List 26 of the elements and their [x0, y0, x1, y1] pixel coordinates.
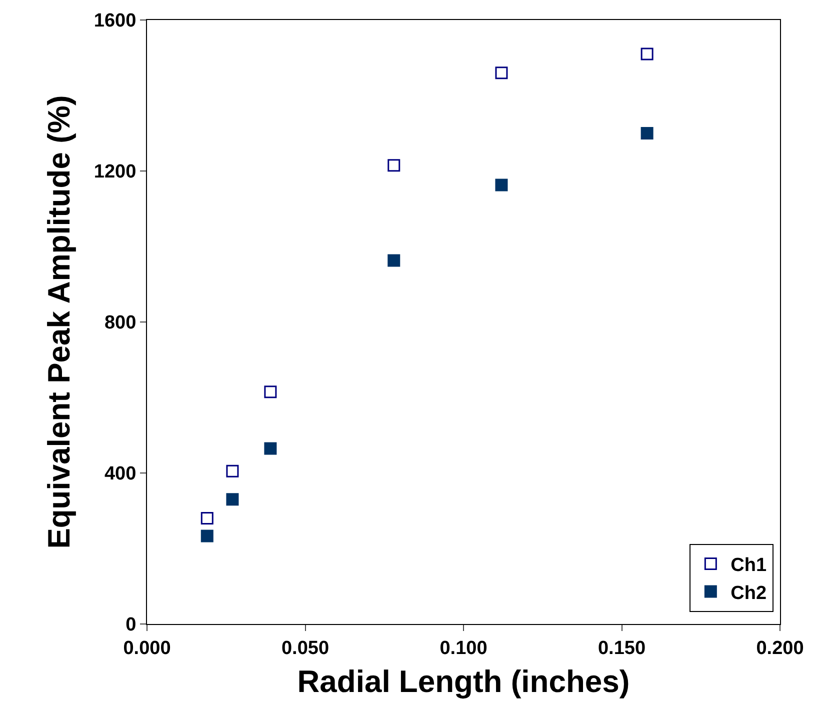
point [264, 442, 277, 455]
x-tick-label: 0.100 [440, 638, 488, 659]
y-tick-label: 1200 [94, 162, 136, 183]
point [388, 254, 400, 267]
point [200, 512, 214, 525]
y-tick-label: 400 [104, 464, 136, 485]
x-axis-title: Radial Length (inches) [297, 664, 630, 699]
point [495, 66, 508, 80]
x-tick-label: 0.200 [756, 638, 804, 659]
x-tick-label: 0.050 [281, 638, 330, 659]
legend-label: Ch2 [730, 582, 767, 604]
point [640, 127, 654, 140]
legend-label: Ch1 [730, 555, 767, 576]
point [226, 464, 239, 478]
point [495, 178, 508, 192]
point [200, 530, 214, 542]
x-tick-label: 0.000 [123, 638, 171, 659]
y-tick-label: 0 [126, 614, 136, 636]
point [640, 48, 654, 60]
y-tick-label: 800 [104, 312, 136, 334]
y-axis-title: Equivalent Peak Amplitude (%) [42, 95, 77, 549]
point [264, 386, 277, 398]
y-tick-label: 1600 [94, 10, 136, 32]
x-tick-label: 0.150 [598, 638, 646, 659]
point [226, 493, 239, 506]
point [388, 159, 400, 172]
